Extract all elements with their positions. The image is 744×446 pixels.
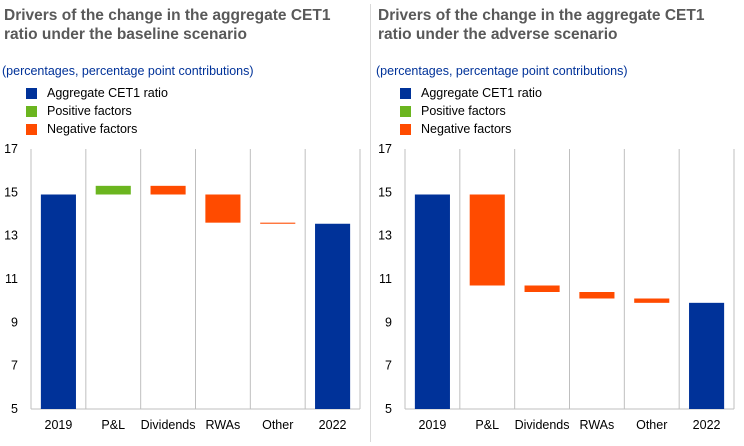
x-tick-label: 2022	[693, 418, 721, 432]
legend-item-aggregate: Aggregate CET1 ratio	[26, 84, 168, 102]
legend-item-positive: Positive factors	[400, 102, 542, 120]
legend: Aggregate CET1 ratio Positive factors Ne…	[400, 84, 542, 138]
legend-item-negative: Negative factors	[26, 120, 168, 138]
x-tick-label: Dividends	[515, 418, 570, 432]
x-tick-label: RWAs	[206, 418, 241, 432]
legend-item-positive: Positive factors	[26, 102, 168, 120]
legend-label: Positive factors	[421, 104, 506, 118]
y-tick-label: 7	[11, 359, 18, 373]
legend-label: Negative factors	[47, 122, 138, 136]
y-tick-label: 5	[11, 402, 18, 416]
x-tick-label: Other	[262, 418, 293, 432]
bar-aggregate	[315, 223, 351, 409]
legend-swatch	[26, 87, 37, 99]
x-tick-label: 2019	[419, 418, 447, 432]
legend-swatch	[400, 87, 411, 99]
y-tick-label: 9	[11, 315, 18, 329]
y-tick-label: 7	[385, 359, 392, 373]
bar-negative	[150, 185, 186, 195]
legend-swatch	[400, 123, 411, 135]
y-tick-label: 15	[4, 185, 18, 199]
bar-positive	[95, 185, 131, 195]
y-tick-label: 9	[385, 315, 392, 329]
x-tick-label: P&L	[101, 418, 125, 432]
x-tick-label: Other	[636, 418, 667, 432]
y-tick-label: 17	[4, 142, 18, 156]
bar-negative	[205, 194, 241, 223]
legend-label: Negative factors	[421, 122, 512, 136]
bar-negative	[579, 292, 615, 299]
adverse-waterfall-chart: 5 7 9 11 13 15 17 2019 P&L Dividends RWAs Other 2022	[378, 142, 735, 432]
bar-negative	[469, 194, 505, 286]
baseline-chart-panel: Drivers of the change in the aggregate C…	[0, 0, 370, 446]
legend: Aggregate CET1 ratio Positive factors Ne…	[26, 84, 168, 138]
bar-negative	[634, 298, 670, 303]
x-tick-label: Dividends	[141, 418, 196, 432]
bar-aggregate	[689, 302, 725, 409]
legend-swatch	[26, 105, 37, 117]
x-tick-label: P&L	[475, 418, 499, 432]
legend-label: Aggregate CET1 ratio	[47, 86, 168, 100]
legend-label: Positive factors	[47, 104, 132, 118]
baseline-waterfall-chart: 5 7 9 11 13 15 17 2019 P&L Dividends RWAs Other 2022	[4, 142, 361, 432]
x-tick-label: 2022	[319, 418, 347, 432]
y-tick-label: 17	[378, 142, 392, 156]
legend-label: Aggregate CET1 ratio	[421, 86, 542, 100]
x-tick-label: 2019	[45, 418, 73, 432]
legend-swatch	[400, 105, 411, 117]
legend-item-negative: Negative factors	[400, 120, 542, 138]
chart-subtitle: (percentages, percentage point contribut…	[376, 64, 628, 78]
adverse-chart-panel: Drivers of the change in the aggregate C…	[374, 0, 744, 446]
legend-item-aggregate: Aggregate CET1 ratio	[400, 84, 542, 102]
panel-divider	[370, 4, 371, 442]
chart-subtitle: (percentages, percentage point contribut…	[2, 64, 254, 78]
y-tick-label: 13	[378, 229, 392, 243]
bar-aggregate	[414, 194, 450, 409]
y-tick-label: 13	[4, 229, 18, 243]
chart-title: Drivers of the change in the aggregate C…	[378, 7, 705, 43]
legend-swatch	[26, 123, 37, 135]
x-tick-label: RWAs	[580, 418, 615, 432]
y-tick-label: 5	[385, 402, 392, 416]
chart-title: Drivers of the change in the aggregate C…	[4, 7, 331, 43]
bar-negative	[260, 222, 296, 224]
y-tick-label: 11	[379, 272, 392, 286]
bar-aggregate	[40, 194, 76, 409]
bar-negative	[524, 285, 560, 292]
y-tick-label: 11	[5, 272, 18, 286]
y-tick-label: 15	[378, 185, 392, 199]
